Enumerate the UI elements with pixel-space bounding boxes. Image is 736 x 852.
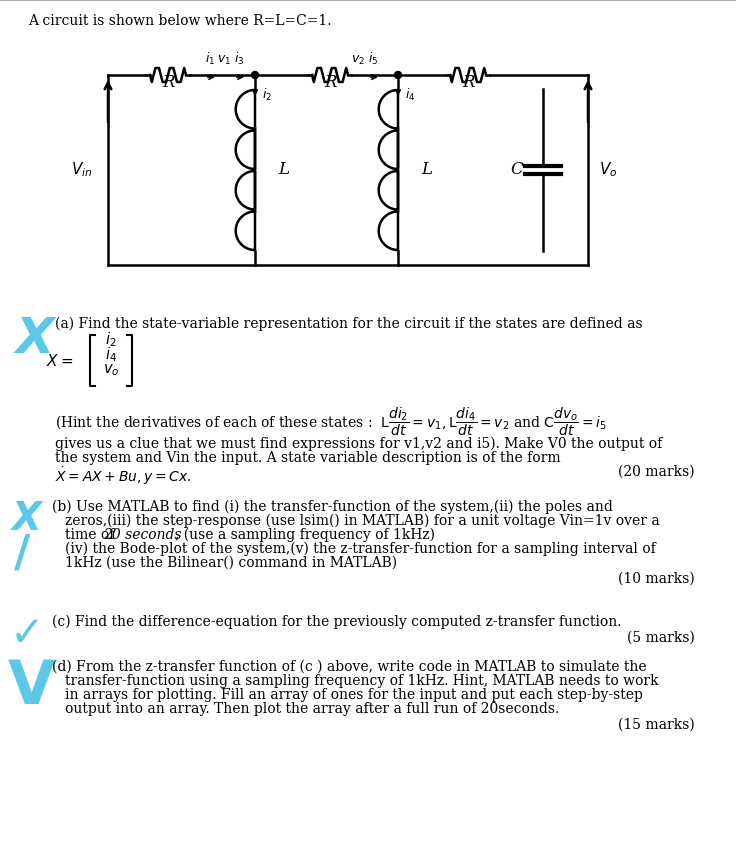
Text: L: L — [278, 162, 289, 179]
Text: $v_2$: $v_2$ — [351, 54, 365, 67]
Text: (10 marks): (10 marks) — [618, 572, 695, 586]
Text: , (use a sampling frequency of 1kHz): , (use a sampling frequency of 1kHz) — [175, 528, 435, 543]
Circle shape — [394, 72, 402, 78]
Text: $i_4$: $i_4$ — [405, 87, 415, 103]
Text: (a) Find the state-variable representation for the circuit if the states are def: (a) Find the state-variable representati… — [55, 317, 643, 331]
Text: (b) Use MATLAB to find (i) the transfer-function of the system,(ii) the poles an: (b) Use MATLAB to find (i) the transfer-… — [52, 500, 613, 515]
Text: the system and Vin the input. A state variable description is of the form: the system and Vin the input. A state va… — [55, 451, 561, 465]
Text: $v_1$: $v_1$ — [217, 54, 231, 67]
Text: R: R — [461, 74, 474, 91]
Text: $V_o$: $V_o$ — [599, 161, 618, 180]
Text: C: C — [511, 162, 523, 179]
Text: ✓: ✓ — [10, 613, 45, 655]
Text: (d) From the z-transfer function of (c ) above, write code in MATLAB to simulate: (d) From the z-transfer function of (c )… — [52, 660, 647, 674]
Circle shape — [252, 72, 258, 78]
Text: $i_1$: $i_1$ — [205, 51, 215, 67]
Text: $i_4$: $i_4$ — [105, 346, 117, 365]
Text: $\dot{X}=AX+Bu, y=Cx$.: $\dot{X}=AX+Bu, y=Cx$. — [55, 465, 192, 486]
Text: (c) Find the difference-equation for the previously computed z-transfer function: (c) Find the difference-equation for the… — [52, 615, 621, 630]
Text: $i_5$: $i_5$ — [368, 51, 378, 67]
Text: time of: time of — [65, 528, 118, 542]
Text: (iv) the Bode-plot of the system,(v) the z-transfer-function for a sampling inte: (iv) the Bode-plot of the system,(v) the… — [65, 542, 656, 556]
Text: (15 marks): (15 marks) — [618, 718, 695, 732]
Text: (20 marks): (20 marks) — [618, 465, 695, 479]
Text: 20 seconds: 20 seconds — [103, 528, 182, 542]
Text: $i_2$: $i_2$ — [105, 331, 117, 349]
Text: transfer-function using a sampling frequency of 1kHz. Hint, MATLAB needs to work: transfer-function using a sampling frequ… — [65, 674, 659, 688]
Text: (5 marks): (5 marks) — [627, 631, 695, 645]
Text: X: X — [16, 315, 54, 363]
Text: $X=$: $X=$ — [46, 353, 73, 369]
Text: A circuit is shown below where R=L=C=1.: A circuit is shown below where R=L=C=1. — [28, 14, 331, 28]
Text: output into an array. Then plot the array after a full run of 20seconds.: output into an array. Then plot the arra… — [65, 702, 559, 716]
Text: 1kHz (use the Bilinear() command in MATLAB): 1kHz (use the Bilinear() command in MATL… — [65, 556, 397, 570]
Text: $i_2$: $i_2$ — [262, 87, 272, 103]
Text: $i_3$: $i_3$ — [234, 51, 244, 67]
Text: R: R — [162, 74, 174, 91]
Text: /: / — [14, 532, 30, 575]
Text: gives us a clue that we must find expressions for v1,v2 and i5). Make V0 the out: gives us a clue that we must find expres… — [55, 437, 662, 452]
Text: (Hint the derivatives of each of these states :  $\mathrm{L}\dfrac{di_2}{dt}=v_1: (Hint the derivatives of each of these s… — [55, 405, 606, 438]
Text: in arrays for plotting. Fill an array of ones for the input and put each step-by: in arrays for plotting. Fill an array of… — [65, 688, 643, 702]
Text: $V_{in}$: $V_{in}$ — [71, 161, 93, 180]
Text: V: V — [8, 658, 55, 717]
Text: X: X — [12, 500, 42, 538]
Text: zeros,(iii) the step-response (use lsim() in MATLAB) for a unit voltage Vin=1v o: zeros,(iii) the step-response (use lsim(… — [65, 514, 659, 528]
Text: R: R — [324, 74, 336, 91]
Text: $v_o$: $v_o$ — [103, 362, 119, 377]
Text: L: L — [421, 162, 432, 179]
